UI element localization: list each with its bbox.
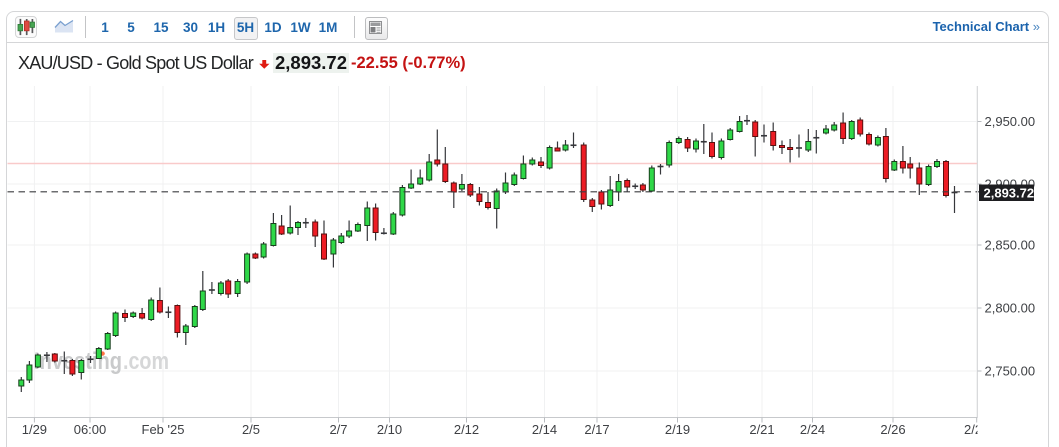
svg-text:06:00: 06:00 <box>74 422 107 437</box>
svg-text:2/7: 2/7 <box>329 422 347 437</box>
svg-text:Investing: Investing <box>34 348 122 375</box>
svg-text:2/14: 2/14 <box>532 422 557 437</box>
svg-text:1/29: 1/29 <box>22 422 47 437</box>
svg-text:2/28: 2/28 <box>964 422 989 437</box>
svg-text:2/24: 2/24 <box>800 422 825 437</box>
svg-text:2/21: 2/21 <box>749 422 774 437</box>
svg-text:Feb '25: Feb '25 <box>142 422 185 437</box>
svg-text:2,800.00: 2,800.00 <box>985 301 1036 316</box>
svg-text:2/26: 2/26 <box>880 422 905 437</box>
svg-text:2/10: 2/10 <box>377 422 402 437</box>
svg-text:2/12: 2/12 <box>454 422 479 437</box>
svg-text:.com: .com <box>123 348 169 375</box>
svg-text:2/17: 2/17 <box>584 422 609 437</box>
svg-text:2/19: 2/19 <box>665 422 690 437</box>
svg-text:2,893.72: 2,893.72 <box>984 186 1035 201</box>
svg-text:2/5: 2/5 <box>242 422 260 437</box>
svg-text:2,950.00: 2,950.00 <box>985 114 1036 129</box>
svg-text:2,850.00: 2,850.00 <box>985 238 1036 253</box>
svg-text:2,750.00: 2,750.00 <box>985 364 1036 379</box>
